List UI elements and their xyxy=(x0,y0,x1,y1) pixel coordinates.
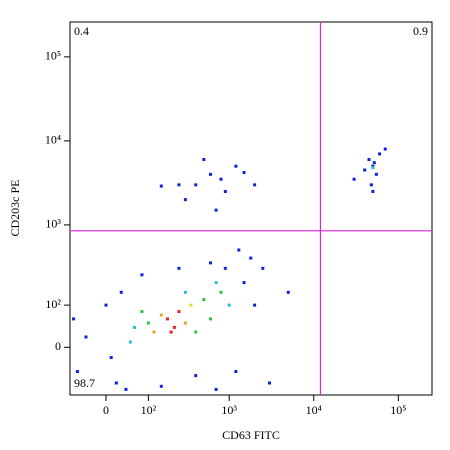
event-dot xyxy=(183,321,187,325)
y-axis-label: CD203c PE xyxy=(8,180,22,237)
event-dot xyxy=(109,356,113,360)
event-dot xyxy=(286,290,290,294)
x-tick-label: 10² xyxy=(141,403,157,417)
y-tick-label: 10⁵ xyxy=(45,49,61,63)
event-dot xyxy=(208,172,212,176)
event-dot xyxy=(374,172,378,176)
event-dot xyxy=(352,177,356,181)
event-dot xyxy=(72,317,76,321)
event-dot xyxy=(261,266,265,270)
x-tick-label: 10⁴ xyxy=(306,403,322,417)
quadrant-percent: 0.4 xyxy=(74,24,89,38)
event-dot xyxy=(369,183,373,187)
event-dot xyxy=(383,147,387,151)
event-dot xyxy=(214,387,218,391)
event-dot xyxy=(183,290,187,294)
event-dot xyxy=(189,303,193,307)
event-dot xyxy=(194,330,198,334)
event-dot xyxy=(378,152,382,156)
event-dot xyxy=(202,158,206,162)
event-dot xyxy=(165,317,169,321)
x-tick-label: 10⁵ xyxy=(390,403,406,417)
event-dot xyxy=(177,266,181,270)
event-dot xyxy=(223,189,227,193)
y-tick-label: 10⁴ xyxy=(45,133,61,147)
event-dot xyxy=(114,381,118,385)
event-dot xyxy=(234,370,238,374)
event-dot xyxy=(169,330,173,334)
event-dot xyxy=(152,330,156,334)
event-dot xyxy=(128,340,132,344)
event-dot xyxy=(227,303,231,307)
event-dot xyxy=(84,335,88,339)
event-dot xyxy=(177,310,181,314)
event-dot xyxy=(119,290,123,294)
event-dot xyxy=(208,261,212,265)
event-dot xyxy=(242,281,246,285)
event-dot xyxy=(140,310,144,314)
event-dot xyxy=(159,313,163,317)
event-dot xyxy=(219,177,223,181)
x-axis-label: CD63 FITC xyxy=(222,428,280,442)
event-dot xyxy=(371,166,375,170)
event-dot xyxy=(372,161,376,165)
event-dot xyxy=(159,384,163,388)
event-dot xyxy=(146,321,150,325)
event-dot xyxy=(124,387,128,391)
event-dot xyxy=(159,184,163,188)
event-dot xyxy=(202,298,206,302)
event-dot xyxy=(363,168,367,172)
event-dot xyxy=(214,281,218,285)
event-dot xyxy=(237,248,241,252)
plot-frame xyxy=(69,21,433,396)
event-dot xyxy=(172,325,176,329)
event-dot xyxy=(249,256,253,260)
event-dot xyxy=(177,183,181,187)
y-tick-label: 0 xyxy=(55,339,61,353)
event-dot xyxy=(367,158,371,162)
event-dot xyxy=(268,381,272,385)
event-dot xyxy=(234,164,238,168)
quadrant-percent: 0.9 xyxy=(413,24,428,38)
event-dot xyxy=(133,325,137,329)
event-dot xyxy=(75,370,79,374)
y-tick-label: 10³ xyxy=(45,217,61,231)
event-dot xyxy=(253,183,257,187)
event-dot xyxy=(183,198,187,202)
x-tick-label: 10³ xyxy=(221,403,237,417)
event-dot xyxy=(140,273,144,277)
quadrant-percent: 98.7 xyxy=(74,376,95,390)
event-dot xyxy=(371,189,375,193)
event-dot xyxy=(219,290,223,294)
event-dot xyxy=(104,303,108,307)
event-dot xyxy=(223,266,227,270)
event-dot xyxy=(214,208,218,212)
event-dot xyxy=(253,303,257,307)
event-dot xyxy=(242,171,246,175)
x-tick-label: 0 xyxy=(103,403,109,417)
event-dot xyxy=(208,317,212,321)
event-dot xyxy=(194,374,198,378)
y-tick-label: 10² xyxy=(45,297,61,311)
event-dot xyxy=(194,183,198,187)
